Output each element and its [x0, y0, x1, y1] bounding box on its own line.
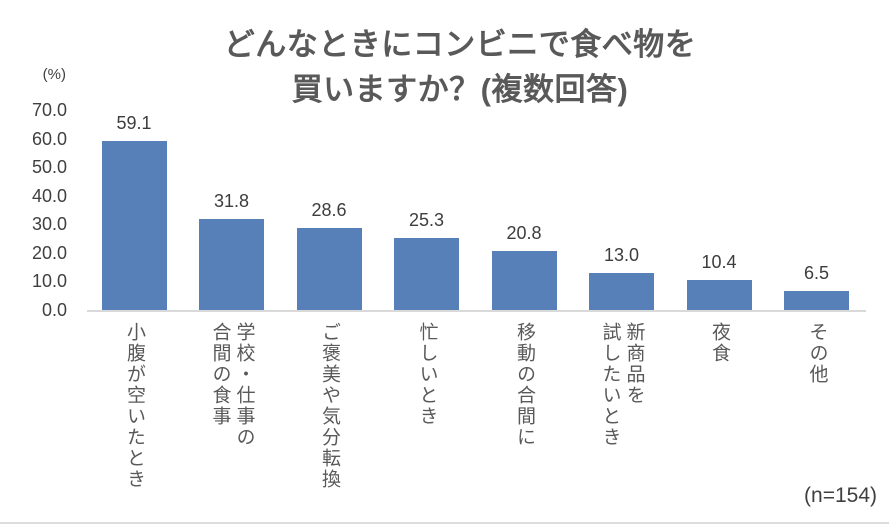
x-axis-category-label: 小腹が空いたとき: [124, 322, 145, 490]
x-axis-category-label: その他: [806, 322, 828, 385]
x-axis-category-label: 忙しいとき: [416, 322, 438, 427]
y-axis-tick-label: 0.0: [41, 300, 67, 320]
bar: [296, 228, 362, 310]
x-axis-category-label: 夜食: [709, 322, 730, 364]
bar: [589, 273, 654, 310]
bar: [101, 141, 167, 310]
x-axis-category-label: 移動の合間に: [514, 322, 535, 448]
chart-title-line-2: 買いますか？(複数回答): [291, 72, 629, 107]
bar-value-label: 20.8: [506, 223, 542, 243]
chart-title-line-1: どんなときにコンビニで食べ物を: [223, 27, 697, 62]
y-axis-tick-label: 20.0: [31, 242, 67, 263]
bar: [199, 219, 264, 310]
bar: [491, 251, 557, 310]
y-axis-tick-label: 70.0: [31, 100, 67, 120]
x-axis-category-labels: 小腹が空いたとき 学校・仕事の 合間の食事 ご褒美や気分転換 忙しいとき 移動の合間に 新…: [87, 322, 866, 518]
plot-area: 59.1 31.8 28.6 25.3 20.8 13.0 10.4 6.5: [87, 110, 866, 312]
bar: [394, 238, 459, 310]
x-axis-category-label: ご褒美や気分転換: [319, 322, 340, 490]
bar-value-label: 10.4: [701, 252, 737, 272]
sample-size-label: (n=154): [804, 484, 877, 507]
y-axis-tick-label: 60.0: [31, 128, 67, 149]
bar-value-label: 13.0: [603, 245, 640, 265]
bar-value-label: 28.6: [311, 200, 347, 220]
bar-value-label: 59.1: [116, 113, 152, 133]
y-axis-tick-label: 10.0: [31, 271, 67, 292]
x-axis-line: [87, 310, 866, 312]
y-axis-unit-label: (%): [42, 66, 66, 83]
bar-value-label: 6.5: [803, 263, 830, 283]
y-axis-tick-label: 30.0: [31, 214, 67, 235]
bottom-border-line: [0, 522, 889, 524]
bar: [784, 291, 849, 310]
x-axis-category-label: 学校・仕事の 合間の食事: [209, 322, 255, 448]
y-axis-tick-label: 50.0: [31, 157, 67, 178]
y-axis: 70.0 60.0 50.0 40.0 30.0 20.0 10.0 0.0: [0, 0, 67, 524]
bar-value-label: 31.8: [213, 191, 250, 211]
x-axis-category-label: 新商品を 試したいとき: [599, 322, 645, 448]
chart-title: どんなときにコンビニで食べ物を 買いますか？(複数回答): [90, 22, 830, 112]
bar-value-label: 25.3: [408, 210, 445, 230]
bar: [686, 280, 752, 310]
y-axis-tick-label: 40.0: [31, 185, 67, 206]
